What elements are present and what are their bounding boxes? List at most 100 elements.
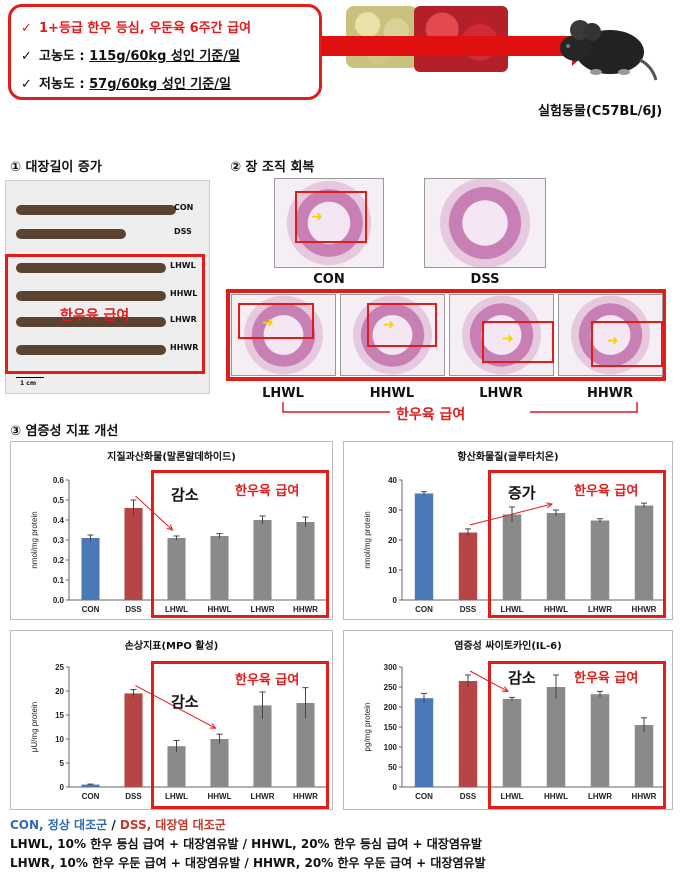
histology-label: DSS [470, 272, 500, 287]
arrow-icon: ➜ [383, 317, 395, 333]
callout-label: 한우육 급여 [235, 484, 300, 499]
histology-roi-box [482, 321, 554, 363]
keyword-label: 감소 [508, 669, 536, 687]
keyword-label: 증가 [508, 484, 536, 502]
x-tick-label: CON [82, 792, 100, 801]
y-tick-label: 0.0 [53, 596, 65, 605]
histology-hhwl: ➜ [340, 294, 445, 376]
section-3-title: ③ 염증성 지표 개선 [10, 424, 119, 439]
callout-label: 한우육 급여 [574, 671, 639, 686]
trend-arrow-head [209, 723, 217, 729]
chart-title: 염증성 싸이토카인(IL-6) [454, 641, 562, 652]
histology-hhwr: ➜ [558, 294, 663, 376]
histology-dss [424, 178, 546, 268]
bar [81, 538, 100, 600]
colon-highlight-box [5, 254, 205, 374]
x-tick-label: DSS [125, 605, 142, 614]
colon-highlight-text: 한우육 급여 [60, 308, 130, 324]
bar [414, 493, 434, 600]
histology-label: HHWL [369, 386, 415, 401]
y-tick-label: 0 [393, 596, 398, 605]
colon-sample [16, 263, 166, 273]
chart-panel-mpo: 손상지표(MPO 활성) 0 5 10 15 20 25 μU/mg protein CON D… [10, 630, 333, 810]
intro-line-1: ✓ 1+등급 한우 등심, 우둔육 6주간 급여 [21, 21, 252, 36]
chart-title: 항산화물질(글루타치온) [457, 452, 559, 463]
red-arrow [322, 36, 574, 56]
section-1-title: ① 대장길이 증가 [10, 160, 102, 175]
x-tick-label: HHWL [544, 792, 568, 801]
y-axis-label: μU/mg protein [30, 702, 39, 752]
x-tick-label: LHWL [165, 605, 188, 614]
colon-label: LHWR [170, 315, 197, 324]
y-tick-label: 250 [384, 683, 398, 692]
y-tick-label: 100 [384, 743, 398, 752]
bar [167, 538, 186, 600]
keyword-label: 감소 [171, 486, 199, 504]
treatment-bracket [282, 402, 638, 413]
y-tick-label: 50 [388, 763, 397, 772]
y-tick-label: 40 [388, 476, 397, 485]
keyword-label: 감소 [171, 693, 199, 711]
chart-gsh: 0 10 20 30 40 nmol/mg protein CON DSS LHWL HHWL LH… [363, 476, 666, 614]
highlight-box [151, 661, 329, 809]
colon-sample [16, 317, 166, 327]
bar [458, 532, 478, 600]
y-tick-label: 30 [388, 506, 397, 515]
bar [458, 681, 478, 787]
x-tick-label: LHWR [588, 605, 612, 614]
chart-panel-mda: 지질과산화물(말론알데하이드) 0.0 0.1 0.2 0.3 0.4 0.5 0.6 nmo… [10, 441, 333, 620]
callout-label: 한우육 급여 [235, 673, 300, 688]
mouse-image [560, 20, 658, 81]
trend-arrow [135, 685, 216, 729]
trend-arrow-head [166, 524, 174, 531]
trend-arrow [135, 495, 173, 531]
y-tick-label: 15 [55, 711, 64, 720]
y-tick-label: 0.4 [53, 516, 65, 525]
highlight-box [488, 470, 666, 618]
y-axis-label: nmol/mg protein [30, 511, 39, 568]
x-tick-label: HHWR [632, 605, 657, 614]
arrow-icon: ➜ [262, 315, 274, 331]
bar [546, 687, 566, 787]
bar [210, 739, 229, 787]
arrow-icon: ➜ [502, 331, 514, 347]
footer-line-3: LHWR, 10% 한우 우둔 급여 + 대장염유발 / HHWR, 20% 한… [10, 856, 486, 870]
histology-lhwr: ➜ [449, 294, 554, 376]
x-tick-label: HHWL [208, 605, 232, 614]
x-tick-label: DSS [125, 792, 142, 801]
colon-label: HHWL [170, 289, 198, 298]
y-tick-label: 0.6 [53, 476, 65, 485]
x-tick-label: HHWR [293, 605, 318, 614]
y-tick-label: 200 [384, 703, 398, 712]
x-tick-label: HHWR [293, 792, 318, 801]
highlight-box [151, 470, 329, 618]
colon-label: CON [174, 203, 194, 212]
bar [590, 520, 610, 600]
colon-sample [16, 205, 176, 215]
bracket-label: 한우육 급여 [396, 407, 466, 423]
trend-arrow-head [546, 502, 554, 509]
histology-con: ➜ [274, 178, 384, 268]
y-tick-label: 10 [388, 566, 397, 575]
chart-panel-gsh: 항산화물질(글루타치온) 0 10 20 30 40 nmol/mg protein CON… [343, 441, 673, 620]
histology-roi-box [295, 191, 367, 243]
y-axis-label: pg/mg protein [363, 703, 372, 752]
chart-title: 지질과산화물(말론알데하이드) [107, 452, 236, 463]
bar [634, 505, 654, 600]
trend-arrow-head [501, 686, 510, 692]
animal-label: 실험동물(C57BL/6J) [538, 104, 663, 119]
footer-line-2: LHWL, 10% 한우 등심 급여 + 대장염유발 / HHWL, 20% 한… [10, 837, 482, 851]
bar [124, 508, 143, 600]
x-tick-label: HHWL [544, 605, 568, 614]
y-tick-label: 20 [388, 536, 397, 545]
histology-roi-box [591, 321, 663, 367]
x-tick-label: CON [82, 605, 100, 614]
histology-label: LHWL [262, 386, 304, 401]
chart-title: 손상지표(MPO 활성) [124, 641, 219, 652]
bar [634, 725, 654, 787]
bar [502, 514, 522, 600]
bar [414, 698, 434, 787]
scale-bar [16, 377, 44, 378]
y-axis-label: nmol/mg protein [363, 511, 372, 568]
chart-mpo: 0 5 10 15 20 25 μU/mg protein CON DSS LHWL HHWL LHW… [30, 663, 327, 801]
